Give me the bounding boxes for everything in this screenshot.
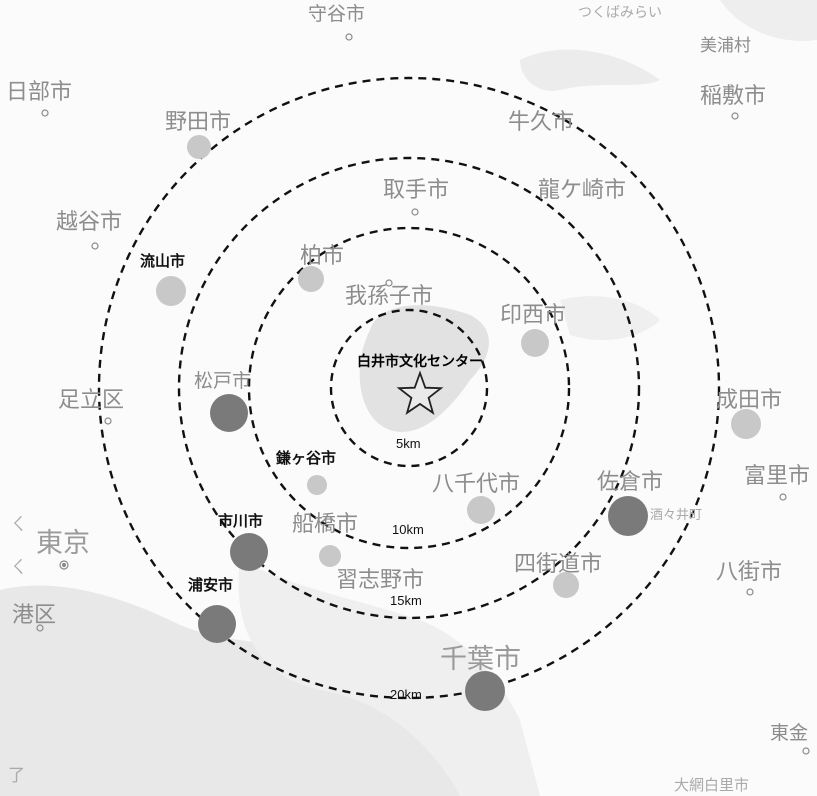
dot-nagareyama [156, 276, 186, 306]
marker-tokyo-inner [61, 562, 67, 568]
label-abiko: 我孫子市 [345, 284, 434, 309]
label-noda: 野田市 [165, 110, 232, 135]
dot-narita [731, 409, 761, 439]
label-yotsukaido: 四街道市 [514, 552, 603, 577]
label-adachi: 足立区 [58, 388, 125, 413]
dot-yachiyo [467, 496, 495, 524]
center-label: 白井市文化センター [357, 354, 483, 370]
label-15km: 15km [390, 593, 422, 608]
marker-toride [411, 208, 419, 216]
label-oamishirasato: 大網白里市 [674, 776, 750, 794]
ring-10km [247, 226, 571, 550]
label-nagareyama: 流山市 [140, 252, 186, 270]
marker-moriya [345, 33, 353, 41]
label-edge-bottom: 了 [8, 766, 25, 786]
marker-tomisato [779, 493, 787, 501]
label-ryugasaki: 龍ケ崎市 [538, 178, 627, 203]
marker-koshigaya [91, 242, 99, 250]
label-toride: 取手市 [383, 178, 450, 203]
label-edge-left-2: ㄑ [10, 558, 27, 578]
label-kashiwa: 柏市 [300, 244, 345, 269]
marker-togane [802, 747, 810, 755]
marker-abiko [385, 279, 393, 287]
label-ushiku: 牛久市 [508, 110, 575, 135]
label-tomisato: 富里市 [744, 464, 811, 489]
label-tokyo: 東京 [36, 528, 90, 559]
label-tsukubamirai: つくばみらい [578, 5, 662, 21]
label-yachiyo: 八千代市 [432, 472, 521, 497]
label-funabashi: 船橋市 [292, 512, 359, 537]
sea-shade [0, 585, 500, 796]
marker-minato [36, 624, 44, 632]
label-5km: 5km [396, 436, 421, 451]
ring-20km [97, 76, 721, 700]
inba-shade [560, 296, 660, 340]
marker-tokyo [59, 560, 69, 570]
label-shisui: 酒々井町 [650, 508, 703, 523]
bay-shade [238, 560, 540, 796]
dot-kashiwa [298, 266, 324, 292]
label-matsudo: 松戸市 [194, 370, 252, 392]
label-inzai: 印西市 [500, 303, 567, 328]
marker-yachimata [746, 588, 754, 596]
label-yachimata: 八街市 [716, 560, 783, 585]
marker-adachi [104, 417, 112, 425]
marker-inashiki [731, 112, 739, 120]
dot-noda [187, 135, 211, 159]
dot-inzai [521, 329, 549, 357]
label-narita: 成田市 [716, 388, 783, 413]
dot-yotsukaido [553, 572, 579, 598]
label-sakura: 佐倉市 [597, 470, 664, 495]
dot-ichikawa [230, 533, 268, 571]
label-20km: 20km [390, 687, 422, 702]
label-inashiki: 稲敷市 [700, 84, 767, 109]
label-kasukabe: 日部市 [6, 80, 73, 105]
lake-shade [359, 305, 489, 432]
label-minato: 港区 [12, 603, 57, 628]
ring-15km [177, 156, 641, 620]
label-miho: 美浦村 [700, 36, 751, 56]
label-chiba: 千葉市 [440, 644, 521, 675]
label-koshigaya: 越谷市 [56, 210, 123, 235]
dot-urayasu [198, 605, 236, 643]
label-moriya: 守谷市 [308, 3, 366, 25]
label-10km: 10km [392, 522, 424, 537]
dot-funabashi [319, 545, 341, 567]
star-icon [396, 370, 444, 415]
marker-kasukabe [41, 109, 49, 117]
label-togane: 東金 [770, 722, 809, 744]
tone-shade [720, 0, 817, 41]
river-shade [520, 49, 660, 91]
dot-matsudo [210, 394, 248, 432]
dot-kamagaya [307, 475, 327, 495]
dot-sakura [608, 496, 648, 536]
label-narashino: 習志野市 [336, 568, 425, 593]
dot-chiba [465, 671, 505, 711]
label-ichikawa: 市川市 [218, 512, 264, 530]
label-kamagaya: 鎌ヶ谷市 [276, 449, 337, 467]
ring-5km [329, 308, 489, 468]
label-edge-left-1: ㄑ [10, 515, 27, 535]
label-urayasu: 浦安市 [188, 576, 234, 594]
